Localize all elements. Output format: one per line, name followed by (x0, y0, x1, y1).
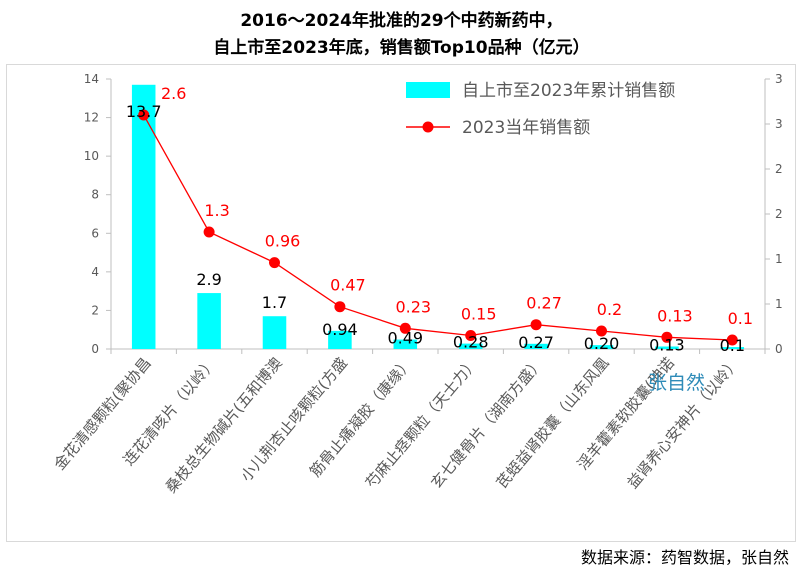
line-data-label: 0.96 (265, 232, 301, 251)
bar-data-label: 0.94 (322, 320, 358, 339)
chart-title-line-1: 2016～2024年批准的29个中药新药中， (240, 11, 563, 31)
data-source-note: 数据来源：药智数据，张自然 (580, 548, 789, 567)
right-axis-tick-label: 0 (775, 342, 783, 356)
right-axis-tick-label: 3 (775, 117, 783, 131)
bar-cumulative-sales (328, 330, 352, 349)
line-point-2023-sales (269, 257, 280, 269)
bar-data-label: 0.1 (720, 336, 745, 355)
left-axis-tick-label: 8 (91, 188, 99, 202)
bar-data-label: 0.27 (518, 333, 554, 352)
line-data-label: 0.23 (395, 297, 431, 316)
bar-cumulative-sales (458, 343, 483, 349)
bar-cumulative-sales (589, 345, 614, 349)
chart-area: 0 2 4 6 8 10 12 14 0 1 1 2 2 3 3 13.7 2.9 1.7 0.94 0.49 0.28… (6, 64, 796, 542)
x-axis-category-label: 芍麻止痉颗粒（天士力） (362, 354, 482, 492)
left-axis-tick-label: 14 (84, 72, 99, 86)
line-point-2023-sales (334, 301, 346, 313)
bar-data-label: 0.49 (387, 329, 423, 348)
bar-data-label: 0.13 (649, 335, 685, 354)
x-axis-category-label: 桑枝总生物碱片(五和博澳 (162, 354, 286, 496)
line-data-label: 0.2 (597, 300, 622, 319)
line-point-2023-sales (203, 226, 215, 238)
line-data-label: 0.47 (330, 276, 366, 295)
bar-data-label: 1.7 (262, 293, 287, 312)
bar-cumulative-sales (131, 84, 156, 350)
bar-data-label: 0.20 (584, 334, 620, 353)
line-data-label: 1.3 (204, 201, 229, 220)
line-point-2023-sales (726, 334, 738, 346)
line-point-2023-sales (596, 325, 607, 337)
bar-cumulative-sales (393, 339, 418, 349)
right-axis-tick-label: 2 (775, 207, 783, 221)
chart-title-line-2: 自上市至2023年底，销售额Top10品种（亿元） (213, 38, 590, 58)
line-data-label: 0.27 (526, 294, 562, 313)
bar-data-label: 13.7 (126, 102, 162, 121)
line-data-label: 0.1 (728, 309, 753, 328)
left-axis-tick-label: 10 (84, 149, 99, 163)
bar-data-label: 2.9 (196, 270, 221, 289)
line-2023-sales (143, 114, 733, 341)
left-axis-tick-label: 6 (91, 226, 99, 240)
right-axis-tick-label: 2 (775, 162, 783, 176)
left-axis-tick-label: 12 (84, 111, 99, 125)
legend-line-marker (422, 121, 434, 133)
line-point-2023-sales (138, 109, 150, 121)
line-point-2023-sales (530, 319, 542, 331)
line-data-label: 0.13 (657, 306, 693, 325)
watermark-text: 张自然 (648, 372, 706, 394)
x-axis-category-label: 芪蛭益肾胶囊（山东风凰 (493, 354, 613, 492)
legend-bar-label: 自上市至2023年累计销售额 (462, 81, 675, 101)
bar-data-label: 0.28 (453, 333, 489, 352)
right-axis-tick-label: 1 (775, 252, 783, 266)
line-point-2023-sales (399, 322, 411, 334)
bar-cumulative-sales (262, 316, 287, 349)
line-data-label: 2.6 (161, 84, 186, 103)
bar-cumulative-sales (720, 347, 745, 349)
line-data-label: 0.15 (461, 305, 497, 324)
legend-line-label: 2023当年销售额 (462, 118, 590, 138)
bar-cumulative-sales (197, 293, 221, 349)
line-point-2023-sales (465, 330, 477, 341)
x-axis-category-label: 玄七健骨片（湖南方盛） (427, 354, 547, 492)
right-axis-tick-label: 3 (775, 72, 783, 86)
left-axis-tick-label: 0 (91, 342, 99, 356)
right-axis-tick-label: 1 (775, 297, 783, 311)
bar-cumulative-sales (655, 346, 679, 349)
bar-cumulative-sales (524, 343, 548, 349)
legend-bar-swatch (406, 82, 450, 98)
line-point-2023-sales (661, 331, 673, 343)
left-axis-tick-label: 4 (91, 265, 99, 279)
left-axis-tick-label: 2 (91, 303, 99, 317)
